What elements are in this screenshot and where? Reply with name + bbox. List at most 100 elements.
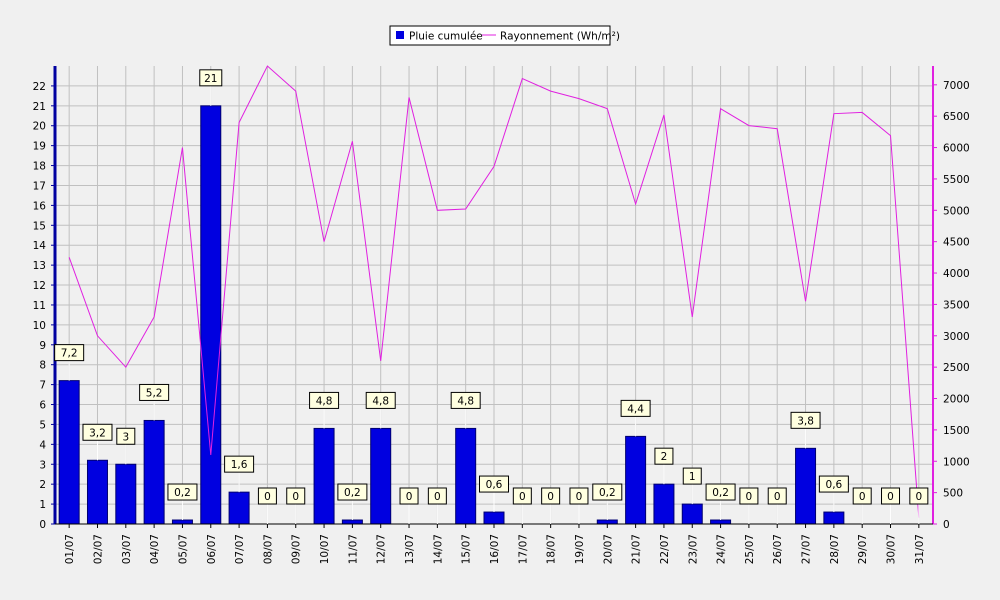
x-tick-label: 24/07 xyxy=(716,534,728,564)
y-right-tick-label: 2000 xyxy=(943,394,970,406)
data-label: 0 xyxy=(434,491,441,503)
bar xyxy=(115,463,137,525)
y-right-tick-label: 2500 xyxy=(943,362,970,374)
y-left-tick-label: 7 xyxy=(39,380,46,392)
data-label-box xyxy=(167,483,198,501)
data-label-box xyxy=(286,487,306,505)
data-label-box xyxy=(818,475,849,493)
x-tick-label: 01/07 xyxy=(64,534,76,564)
x-tick-label: 07/07 xyxy=(234,534,246,564)
data-label-box xyxy=(592,483,623,501)
x-tick-label: 11/07 xyxy=(347,534,359,564)
data-label: 3 xyxy=(122,431,129,443)
data-label-box xyxy=(399,487,419,505)
y-left-tick-label: 1 xyxy=(39,499,46,511)
y-right-tick-label: 1500 xyxy=(943,425,970,437)
x-tick-label: 28/07 xyxy=(829,534,841,564)
bar xyxy=(228,491,250,525)
y-left-tick-label: 18 xyxy=(33,161,46,173)
data-label-box xyxy=(224,455,255,473)
x-tick-label: 12/07 xyxy=(376,534,388,564)
x-tick-label: 25/07 xyxy=(744,534,756,564)
data-label: 0,2 xyxy=(174,487,191,499)
y-left-tick-label: 14 xyxy=(33,240,47,252)
y-left-tick-label: 17 xyxy=(33,180,46,192)
data-label-box xyxy=(569,487,589,505)
axes: 0123456789101112131415161718192021220500… xyxy=(33,66,970,564)
legend-box xyxy=(389,25,611,46)
x-tick-label: 22/07 xyxy=(659,534,671,564)
bar xyxy=(710,519,732,525)
y-right-tick-label: 5000 xyxy=(943,205,970,217)
y-left-tick-label: 12 xyxy=(33,280,46,292)
x-tick-label: 13/07 xyxy=(404,534,416,564)
data-label: 0 xyxy=(292,491,299,503)
data-label: 0 xyxy=(746,491,753,503)
bar xyxy=(58,380,80,525)
y-right-tick-label: 7000 xyxy=(943,80,970,92)
y-left-tick-label: 10 xyxy=(33,320,46,332)
y-right-tick-label: 3500 xyxy=(943,299,970,311)
y-right-tick-label: 500 xyxy=(943,488,963,500)
data-label: 4,8 xyxy=(457,395,474,407)
x-tick-label: 04/07 xyxy=(149,534,161,564)
y-left-tick-label: 0 xyxy=(39,519,46,531)
data-label: 0 xyxy=(576,491,583,503)
data-label: 0 xyxy=(519,491,526,503)
data-label-box xyxy=(654,447,674,465)
data-label: 21 xyxy=(204,73,217,85)
data-label-box xyxy=(479,475,509,493)
data-label: 5,2 xyxy=(146,387,163,399)
y-left-tick-label: 20 xyxy=(33,121,46,133)
line-rayonnement xyxy=(68,65,920,518)
data-label: 0,2 xyxy=(344,487,361,499)
bar xyxy=(596,519,618,525)
x-tick-label: 20/07 xyxy=(602,534,614,564)
y-right-tick-label: 1000 xyxy=(943,456,970,468)
y-left-tick-label: 8 xyxy=(39,360,46,372)
data-label: 1,6 xyxy=(231,459,248,471)
data-label-box xyxy=(450,391,481,409)
y-left-tick-label: 11 xyxy=(33,300,46,312)
y-left-tick-label: 15 xyxy=(33,220,46,232)
bar xyxy=(370,427,392,525)
bar xyxy=(341,519,363,525)
data-label: 4,8 xyxy=(316,395,333,407)
x-tick-label: 26/07 xyxy=(772,534,784,564)
data-labels: 7,2 3,2 3 5,2 0,2 21 1,6 0 0 4,8 0,2 4,8 0 0 4,8 0,6 0 0 0… xyxy=(54,69,929,524)
data-label-box xyxy=(512,487,532,505)
data-label: 0 xyxy=(774,491,781,503)
x-tick-label: 18/07 xyxy=(546,534,558,564)
data-label: 0,6 xyxy=(826,479,843,491)
bar xyxy=(795,447,817,525)
x-tick-label: 02/07 xyxy=(92,534,104,564)
bar xyxy=(823,511,845,525)
data-label: 7,2 xyxy=(61,348,78,360)
bar xyxy=(86,459,108,525)
x-tick-label: 10/07 xyxy=(319,534,331,564)
data-label: 0,2 xyxy=(712,487,729,499)
data-label: 0 xyxy=(859,491,866,503)
bar xyxy=(455,427,477,525)
y-right-tick-label: 4000 xyxy=(943,268,970,280)
y-left-tick-label: 21 xyxy=(33,101,46,113)
data-label: 3,2 xyxy=(89,427,106,439)
data-label: 4,8 xyxy=(372,395,389,407)
data-label-box xyxy=(54,344,85,362)
data-label: 0 xyxy=(406,491,413,503)
y-right-tick-label: 5500 xyxy=(943,174,970,186)
data-label: 1 xyxy=(689,471,696,483)
x-tick-label: 03/07 xyxy=(121,534,133,564)
data-label-box xyxy=(852,487,872,505)
x-tick-label: 30/07 xyxy=(886,534,898,564)
y-left-tick-label: 22 xyxy=(33,81,46,93)
data-label: 0,6 xyxy=(486,479,503,491)
bar xyxy=(171,519,193,525)
data-label-box xyxy=(790,411,821,429)
bar xyxy=(313,427,335,525)
x-tick-label: 05/07 xyxy=(177,534,189,564)
y-left-tick-label: 2 xyxy=(39,479,46,491)
x-tick-label: 21/07 xyxy=(631,534,643,564)
y-right-tick-label: 4500 xyxy=(943,237,970,249)
data-label-box xyxy=(199,69,223,87)
